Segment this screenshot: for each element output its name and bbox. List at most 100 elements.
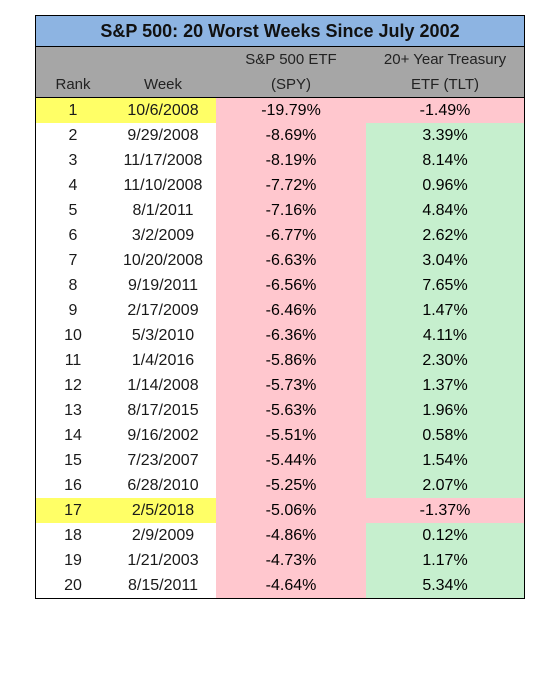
header-week: Week bbox=[143, 76, 183, 93]
table-row: 15 7/23/2007 -5.44% 1.54% bbox=[36, 448, 524, 473]
week-cell: 9/16/2002 bbox=[127, 426, 199, 444]
spy-return-cell: -5.73% bbox=[216, 373, 366, 398]
tlt-return-cell: 7.65% bbox=[366, 273, 524, 298]
table-row: 7 10/20/2008 -6.63% 3.04% bbox=[36, 248, 524, 273]
week-cell: 8/17/2015 bbox=[127, 401, 199, 419]
tlt-return-cell: 4.84% bbox=[366, 198, 524, 223]
header-spy-line1: S&P 500 ETF bbox=[245, 51, 337, 68]
rank-cell: 20 bbox=[64, 576, 82, 594]
table-row: 20 8/15/2011 -4.64% 5.34% bbox=[36, 573, 524, 598]
table-row: 5 8/1/2011 -7.16% 4.84% bbox=[36, 198, 524, 223]
tlt-return-cell: 1.17% bbox=[366, 548, 524, 573]
table-body: 1 10/6/2008 -19.79% -1.49% 2 9/29/2008 -8.69% 3… bbox=[36, 98, 524, 598]
rank-cell: 10 bbox=[64, 326, 82, 344]
tlt-return-cell: 0.12% bbox=[366, 523, 524, 548]
table-row: 13 8/17/2015 -5.63% 1.96% bbox=[36, 398, 524, 423]
tlt-return-cell: 8.14% bbox=[366, 148, 524, 173]
rank-cell: 9 bbox=[68, 301, 78, 319]
table-row: 4 11/10/2008 -7.72% 0.96% bbox=[36, 173, 524, 198]
table-row: 19 1/21/2003 -4.73% 1.17% bbox=[36, 548, 524, 573]
spy-return-cell: -5.63% bbox=[216, 398, 366, 423]
tlt-return-cell: 3.04% bbox=[366, 248, 524, 273]
week-cell: 2/9/2009 bbox=[131, 526, 195, 544]
spy-return-cell: -5.25% bbox=[216, 473, 366, 498]
table-row: 11 1/4/2016 -5.86% 2.30% bbox=[36, 348, 524, 373]
spy-return-cell: -4.73% bbox=[216, 548, 366, 573]
rank-cell: 14 bbox=[64, 426, 82, 444]
tlt-return-cell: 1.96% bbox=[366, 398, 524, 423]
rank-cell: 5 bbox=[68, 201, 78, 219]
rank-cell: 7 bbox=[68, 251, 78, 269]
week-cell: 1/4/2016 bbox=[131, 351, 195, 369]
tlt-return-cell: 2.62% bbox=[366, 223, 524, 248]
spy-return-cell: -8.69% bbox=[216, 123, 366, 148]
spy-return-cell: -4.86% bbox=[216, 523, 366, 548]
spy-return-cell: -7.72% bbox=[216, 173, 366, 198]
week-cell: 3/2/2009 bbox=[131, 226, 195, 244]
rank-cell: 18 bbox=[64, 526, 82, 544]
spy-return-cell: -4.64% bbox=[216, 573, 366, 598]
table-row: 9 2/17/2009 -6.46% 1.47% bbox=[36, 298, 524, 323]
header-row-1: S&P 500 ETF 20+ Year Treasury bbox=[36, 47, 524, 72]
week-cell: 8/15/2011 bbox=[128, 576, 198, 594]
spy-return-cell: -6.63% bbox=[216, 248, 366, 273]
rank-cell: 11 bbox=[64, 351, 82, 369]
tlt-return-cell: 0.58% bbox=[366, 423, 524, 448]
week-cell: 5/3/2010 bbox=[131, 326, 195, 344]
tlt-return-cell: 1.54% bbox=[366, 448, 524, 473]
rank-cell: 15 bbox=[64, 451, 82, 469]
table-row: 2 9/29/2008 -8.69% 3.39% bbox=[36, 123, 524, 148]
rank-cell: 17 bbox=[36, 498, 110, 523]
spy-return-cell: -5.86% bbox=[216, 348, 366, 373]
rank-cell: 19 bbox=[64, 551, 82, 569]
week-cell: 9/19/2011 bbox=[128, 276, 198, 294]
tlt-return-cell: -1.37% bbox=[366, 498, 524, 523]
table-title: S&P 500: 20 Worst Weeks Since July 2002 bbox=[100, 20, 460, 41]
week-cell: 6/28/2010 bbox=[127, 476, 199, 494]
header-tlt-line2: ETF (TLT) bbox=[410, 76, 480, 93]
rank-cell: 13 bbox=[64, 401, 82, 419]
header-rank: Rank bbox=[55, 76, 91, 93]
table-row: 16 6/28/2010 -5.25% 2.07% bbox=[36, 473, 524, 498]
rank-cell: 2 bbox=[68, 126, 78, 144]
spy-return-cell: -5.51% bbox=[216, 423, 366, 448]
rank-cell: 4 bbox=[68, 176, 78, 194]
table-row: 8 9/19/2011 -6.56% 7.65% bbox=[36, 273, 524, 298]
tlt-return-cell: 5.34% bbox=[366, 573, 524, 598]
week-cell: 1/14/2008 bbox=[127, 376, 199, 394]
spy-return-cell: -5.44% bbox=[216, 448, 366, 473]
tlt-return-cell: 4.11% bbox=[366, 323, 524, 348]
tlt-return-cell: 1.47% bbox=[366, 298, 524, 323]
spy-return-cell: -7.16% bbox=[216, 198, 366, 223]
title-row: S&P 500: 20 Worst Weeks Since July 2002 bbox=[36, 16, 524, 47]
table-row: 1 10/6/2008 -19.79% -1.49% bbox=[36, 98, 524, 123]
week-cell: 11/17/2008 bbox=[123, 151, 203, 169]
week-cell: 2/17/2009 bbox=[127, 301, 199, 319]
table-row: 17 2/5/2018 -5.06% -1.37% bbox=[36, 498, 524, 523]
week-cell: 9/29/2008 bbox=[127, 126, 199, 144]
table-row: 12 1/14/2008 -5.73% 1.37% bbox=[36, 373, 524, 398]
returns-table: S&P 500: 20 Worst Weeks Since July 2002 … bbox=[35, 15, 525, 599]
week-cell: 2/5/2018 bbox=[110, 498, 216, 523]
rank-cell: 12 bbox=[64, 376, 82, 394]
spy-return-cell: -6.46% bbox=[216, 298, 366, 323]
table-row: 14 9/16/2002 -5.51% 0.58% bbox=[36, 423, 524, 448]
spy-return-cell: -6.36% bbox=[216, 323, 366, 348]
rank-cell: 3 bbox=[68, 151, 78, 169]
spy-return-cell: -19.79% bbox=[216, 98, 366, 123]
header-spy-line2: (SPY) bbox=[270, 76, 311, 93]
rank-cell: 8 bbox=[68, 276, 78, 294]
header-row-2: Rank Week (SPY) ETF (TLT) bbox=[36, 72, 524, 98]
table-row: 18 2/9/2009 -4.86% 0.12% bbox=[36, 523, 524, 548]
spy-return-cell: -6.77% bbox=[216, 223, 366, 248]
week-cell: 8/1/2011 bbox=[132, 201, 194, 219]
table-row: 6 3/2/2009 -6.77% 2.62% bbox=[36, 223, 524, 248]
tlt-return-cell: 1.37% bbox=[366, 373, 524, 398]
spy-return-cell: -6.56% bbox=[216, 273, 366, 298]
week-cell: 11/10/2008 bbox=[123, 176, 203, 194]
tlt-return-cell: 0.96% bbox=[366, 173, 524, 198]
tlt-return-cell: 2.30% bbox=[366, 348, 524, 373]
week-cell: 10/6/2008 bbox=[110, 98, 216, 123]
week-cell: 1/21/2003 bbox=[127, 551, 199, 569]
table-row: 3 11/17/2008 -8.19% 8.14% bbox=[36, 148, 524, 173]
